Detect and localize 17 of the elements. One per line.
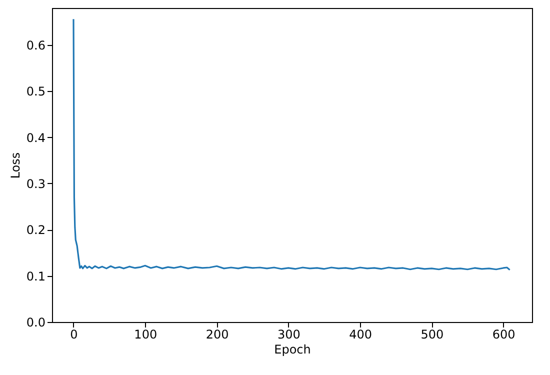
- y-tick-label: 0.3: [26, 176, 46, 191]
- line-series: [72, 18, 511, 271]
- x-tick-label: 300: [277, 328, 300, 342]
- x-tick-label: 100: [134, 328, 158, 342]
- y-tick-label: 0.1: [26, 269, 46, 284]
- y-axis-title: Loss: [8, 152, 22, 179]
- y-tick-label: 0.5: [26, 84, 46, 99]
- x-axis-title: Epoch: [274, 342, 311, 356]
- x-tick-label: 400: [349, 328, 372, 342]
- y-tick-label: 0.0: [26, 316, 46, 330]
- y-tick-label: 0.2: [26, 223, 46, 238]
- x-tick-label: 600: [492, 328, 516, 342]
- y-tick-label: 0.6: [26, 38, 46, 52]
- x-tick-label: 200: [206, 328, 229, 342]
- y-tick-label: 0.4: [26, 130, 46, 145]
- x-tick-label: 0: [70, 328, 78, 342]
- x-tick-label: 500: [420, 328, 444, 342]
